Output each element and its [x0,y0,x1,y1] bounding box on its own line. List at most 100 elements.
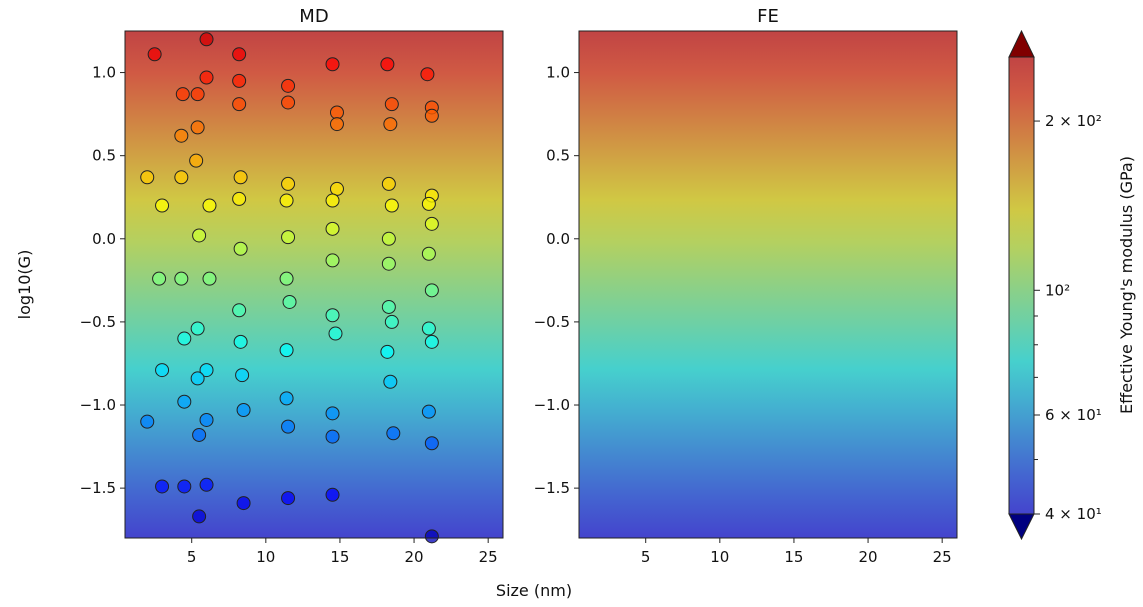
md-data-point [190,371,205,386]
md-data-point [192,228,207,243]
md-data-point [282,294,297,309]
panel-md: 5 10 15 20 25 1.0 0.5 0.0 −0.5 −1.0 −1.5 MD log10… [15,6,504,566]
md-data-point [383,117,398,132]
md-data-point [325,57,340,72]
md-data-point [329,117,344,132]
md-data-point [329,105,344,120]
md-data-point [155,198,170,213]
md-data-point [174,170,189,185]
colorbar-label: Effective Young's modulus (GPa) [1117,156,1136,414]
md-points [140,32,439,544]
fe-y-tick-label: 0.0 [546,230,570,248]
md-data-point [190,120,205,135]
md-data-point [424,216,439,231]
md-data-point [384,198,399,213]
md-data-point [174,271,189,286]
md-data-point [281,230,296,245]
md-data-point [233,241,248,256]
md-data-point [175,87,190,102]
md-data-point [328,326,343,341]
md-data-point [325,253,340,268]
md-data-point [424,334,439,349]
md-data-point [155,363,170,378]
md-data-point [281,419,296,434]
colorbar-ticks: 2 × 10² 10² 6 × 10¹ 4 × 10¹ [1034,112,1102,523]
fe-y-ticks: 1.0 0.5 0.0 −0.5 −1.0 −1.5 [534,64,579,497]
md-data-point [190,321,205,336]
md-data-point [381,256,396,271]
md-data-point [383,374,398,389]
md-data-point [386,426,401,441]
md-x-tick-label: 20 [405,548,424,566]
fe-y-tick-label: −1.0 [534,396,570,414]
md-y-tick-label: 1.0 [92,64,116,82]
md-y-tick-label: −0.5 [80,313,116,331]
md-data-point [232,303,247,318]
md-y-tick-label: 0.5 [92,147,116,165]
md-data-point [281,78,296,93]
md-data-point [236,403,251,418]
fe-y-tick-label: −0.5 [534,313,570,331]
md-data-point [152,271,167,286]
md-y-tick-label: −1.0 [80,396,116,414]
md-data-point [177,331,192,346]
md-data-point [325,406,340,421]
md-x-tick-label: 5 [187,548,197,566]
md-data-point [421,321,436,336]
md-data-point [174,128,189,143]
md-data-point [232,47,247,62]
md-data-point [281,176,296,191]
md-data-point [325,308,340,323]
colorbar-tick-label: 10² [1045,281,1070,299]
fe-y-tick-label: 0.5 [546,147,570,165]
md-data-point [325,487,340,502]
fe-x-tick-label: 5 [641,548,651,566]
x-axis-label: Size (nm) [496,581,572,600]
colorbar-tick-label: 4 × 10¹ [1045,505,1102,523]
md-plot-background [125,31,503,538]
md-data-point [281,95,296,110]
md-data-point [232,97,247,112]
md-data-point [233,170,248,185]
md-data-point [384,97,399,112]
md-data-point [325,221,340,236]
colorbar-gradient-bar [1008,56,1035,515]
fe-y-tick-label: 1.0 [546,64,570,82]
md-y-tick-label: −1.5 [80,479,116,497]
fe-plot-background [579,31,957,538]
md-data-point [424,529,439,544]
md-data-point [190,87,205,102]
md-title: MD [299,6,328,27]
panel-fe: 5 10 15 20 25 1.0 0.5 0.0 −0.5 −1.0 −1.5 FE [534,6,958,566]
md-data-point [140,170,155,185]
md-data-point [325,193,340,208]
md-data-point [177,394,192,409]
colorbar-tick-label: 6 × 10¹ [1045,406,1102,424]
md-data-point [381,231,396,246]
md-data-point [329,181,344,196]
md-data-point [202,198,217,213]
colorbar: 2 × 10² 10² 6 × 10¹ 4 × 10¹ Effective Young… [1008,29,1136,541]
md-data-point [199,32,214,47]
md-data-point [424,108,439,123]
md-data-point [421,196,436,211]
md-x-tick-label: 10 [256,548,275,566]
fe-x-tick-label: 20 [859,548,878,566]
md-data-point [192,509,207,524]
md-y-tick-label: 0.0 [92,230,116,248]
md-x-tick-label: 25 [479,548,498,566]
md-data-point [380,57,395,72]
md-data-point [233,334,248,349]
colorbar-extend-bottom [1008,513,1035,541]
md-x-tick-label: 15 [330,548,349,566]
md-data-point [147,47,162,62]
md-data-point [381,299,396,314]
fe-y-tick-label: −1.5 [534,479,570,497]
md-data-point [279,391,294,406]
md-data-point [325,429,340,444]
y-axis-label: log10(G) [15,250,34,320]
md-data-point [421,246,436,261]
md-data-point [202,271,217,286]
md-data-point [155,479,170,494]
